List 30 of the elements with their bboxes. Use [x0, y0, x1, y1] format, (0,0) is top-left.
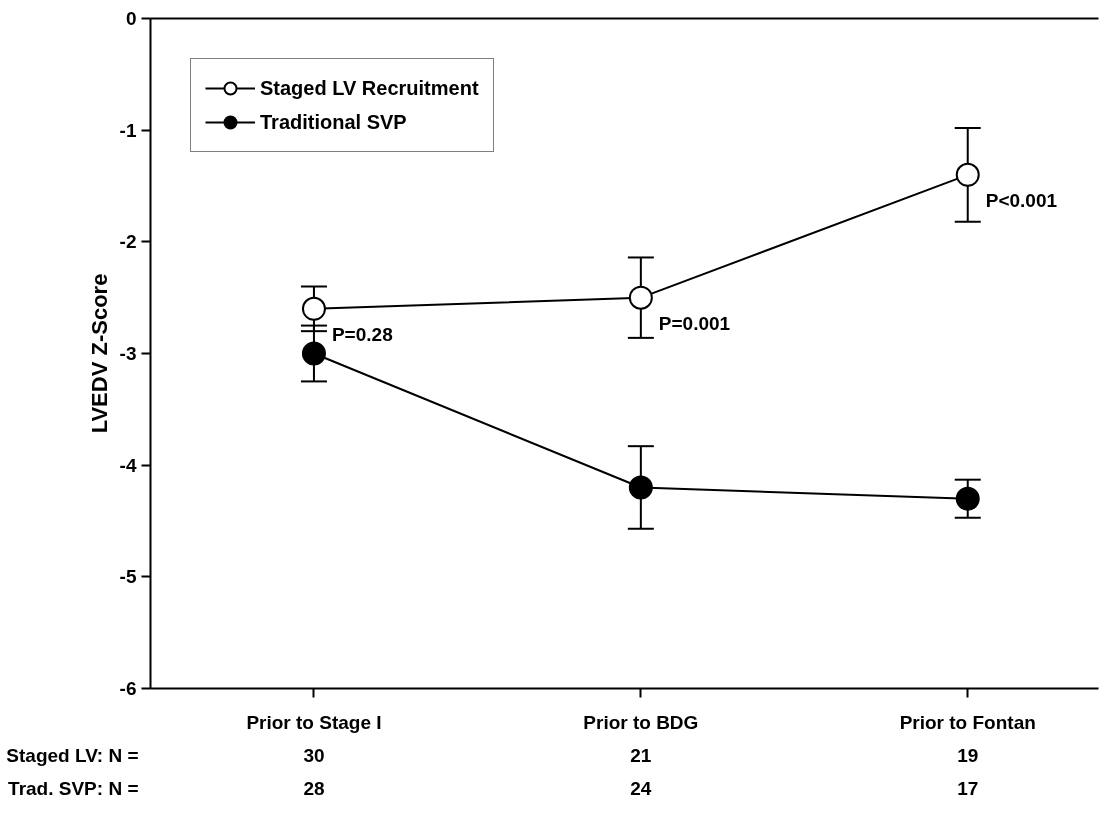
y-tick-label: -1 [119, 119, 137, 141]
annotation: P=0.001 [658, 312, 731, 334]
y-tick-label: -3 [119, 343, 137, 364]
annotation: P=0.28 [331, 323, 393, 345]
legend-label: Staged LV Recruitment [260, 76, 479, 100]
x-tick-label: Prior to Fontan [899, 711, 1036, 733]
text: 30 [303, 745, 325, 766]
point [301, 341, 326, 366]
y-tick-label: -6 [119, 678, 137, 699]
x-tick-label: Prior to Stage I [246, 711, 382, 733]
y-tick-label: -4 [119, 454, 137, 476]
y-tick-label: -5 [119, 566, 137, 588]
annotation: P<0.001 [985, 189, 1058, 211]
y-tick-label: 0 [125, 8, 137, 29]
text: 24 [630, 778, 652, 799]
point [301, 296, 326, 321]
text: 19 [957, 745, 979, 766]
y-axis-title: LVEDV Z-Score [86, 273, 112, 434]
point [955, 162, 980, 187]
y-tick-label: -2 [119, 231, 137, 253]
text: Staged LV: N = [6, 745, 139, 766]
text: 17 [957, 778, 979, 799]
text: Trad. SVP: N = [8, 778, 139, 799]
point [628, 285, 653, 310]
text: 28 [303, 778, 325, 799]
point [955, 486, 980, 511]
x-tick-label: Prior to BDG [583, 711, 699, 733]
point [628, 475, 653, 500]
legend-label: Traditional SVP [260, 110, 407, 134]
text: 21 [630, 745, 652, 766]
